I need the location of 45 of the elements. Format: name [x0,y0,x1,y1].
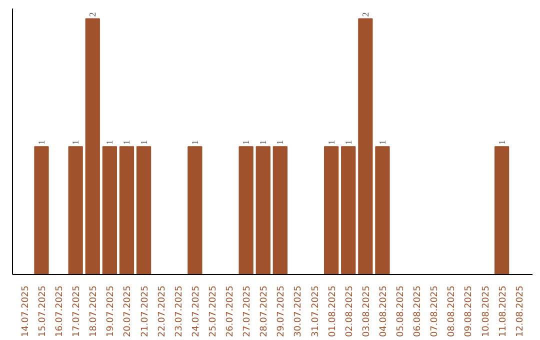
data-label: 1 [190,140,200,145]
x-tick-label: 27.07.2025 [242,286,253,338]
data-label: 1 [496,140,507,145]
data-label: 1 [377,140,388,145]
x-tick-label: 30.07.2025 [294,286,304,338]
x-tick-label: 10.08.2025 [481,286,492,338]
x-tick-label: 20.07.2025 [123,286,134,338]
x-tick-label: 08.08.2025 [447,286,458,338]
data-label: 1 [343,140,354,145]
data-label: 1 [36,140,46,145]
x-tick-label: 25.07.2025 [208,286,218,338]
x-tick-label: 05.08.2025 [396,286,406,338]
x-tick-label: 12.08.2025 [515,286,526,338]
data-label: 1 [241,140,252,145]
data-label: 1 [104,140,115,145]
data-label: 2 [360,12,370,17]
x-tick-label: 02.08.2025 [344,286,355,338]
x-tick-label: 01.08.2025 [328,286,338,338]
x-tick-label: 29.07.2025 [276,286,287,338]
x-tick-label: 06.08.2025 [413,286,424,338]
x-tick-label: 15.07.2025 [38,286,48,338]
x-tick-label: 16.07.2025 [55,286,66,338]
data-label: 1 [138,140,149,145]
x-tick-label: 26.07.2025 [226,286,236,338]
x-tick-label: 31.07.2025 [310,286,321,338]
x-tick-label: 17.07.2025 [72,286,82,338]
x-tick-label: 22.07.2025 [157,286,168,338]
data-label: 1 [275,140,286,145]
data-label: 1 [70,140,81,145]
x-tick-label: 07.08.2025 [430,286,440,338]
x-tick-label: 03.08.2025 [362,286,372,338]
x-tick-label: 11.08.2025 [498,286,508,338]
data-label: 1 [258,140,268,145]
data-label: 1 [326,140,336,145]
x-tick-label: 14.07.2025 [20,286,31,338]
data-label: 2 [88,12,98,17]
x-tick-label: 19.07.2025 [106,286,116,338]
x-tick-label: 09.08.2025 [464,286,474,338]
data-label: 1 [122,140,132,145]
x-tick-label: 18.07.2025 [89,286,100,338]
x-tick-label: 04.08.2025 [378,286,389,338]
x-tick-label: 21.07.2025 [140,286,150,338]
x-tick-label: 23.07.2025 [174,286,184,338]
x-tick-label: 28.07.2025 [260,286,270,338]
x-tick-label: 24.07.2025 [191,286,202,338]
